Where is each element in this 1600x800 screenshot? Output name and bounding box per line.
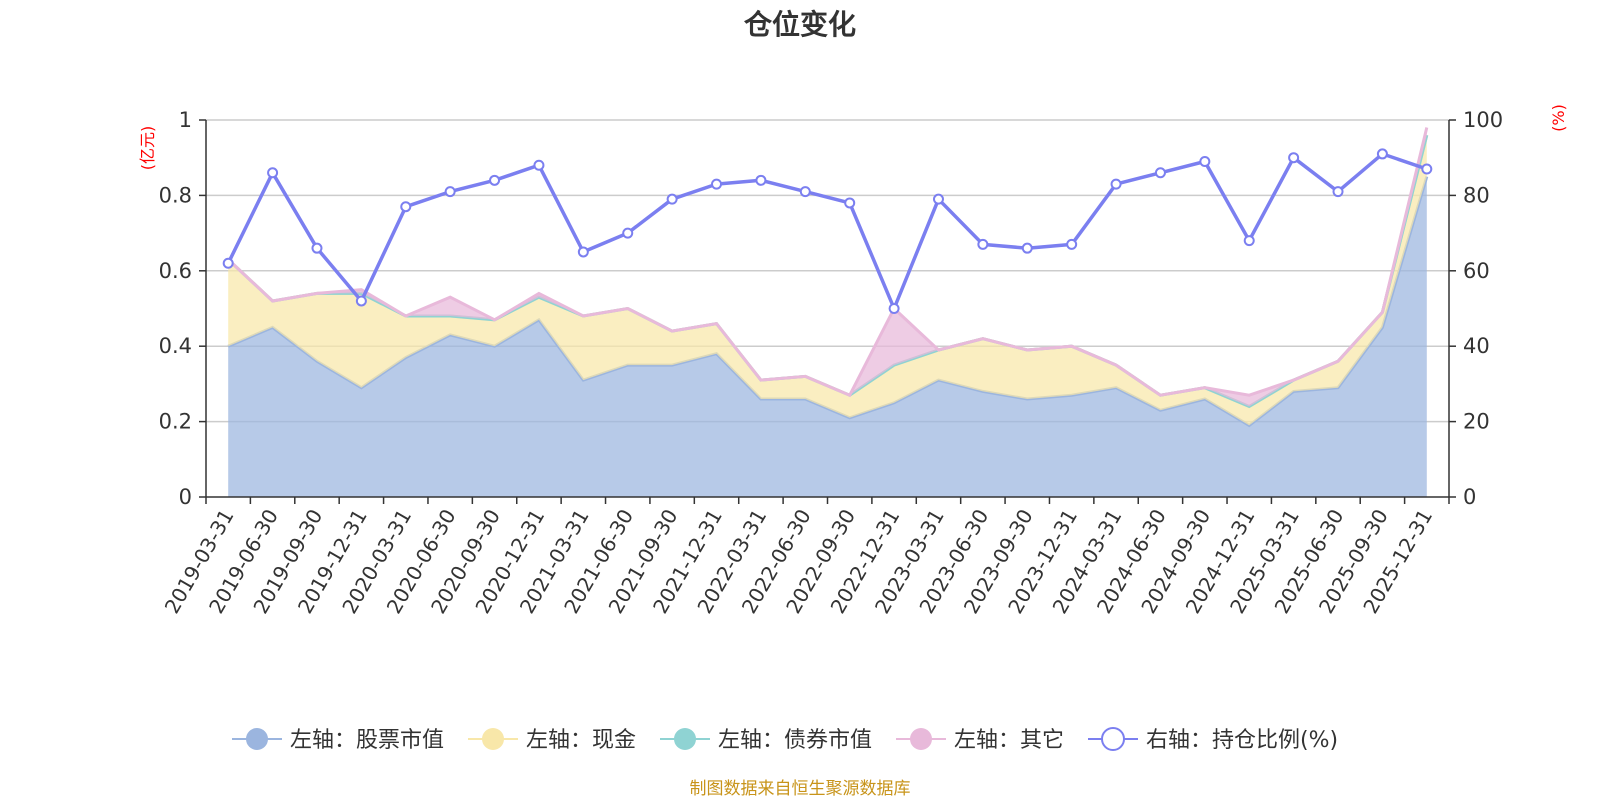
data-source-note: 制图数据来自恒生聚源数据库 <box>690 779 911 799</box>
holding-ratio-point <box>1288 152 1300 164</box>
right-axis-tick-label: 20 <box>1463 410 1490 434</box>
chart-title: 仓位变化 <box>744 8 856 41</box>
legend-ring-swatch <box>1101 727 1125 751</box>
holding-ratio-point <box>311 242 323 254</box>
holding-ratio-point <box>1199 155 1211 167</box>
holding-ratio-point <box>711 178 723 190</box>
legend-label: 左轴：现金 <box>526 728 636 753</box>
stacked-areas <box>227 127 1429 497</box>
holding-ratio-point <box>1021 242 1033 254</box>
holding-ratio-point <box>222 257 234 269</box>
legend-item[interactable]: 左轴：股票市值 <box>232 728 444 753</box>
holding-ratio-point <box>1154 167 1166 179</box>
legend-item[interactable]: 左轴：其它 <box>896 728 1064 753</box>
holding-ratio-point <box>932 193 944 205</box>
holding-ratio-point <box>400 201 412 213</box>
holding-ratio-point <box>799 186 811 198</box>
legend-dot-swatch <box>910 728 932 750</box>
holding-ratio-point <box>1421 163 1433 175</box>
right-axis-tick-label: 60 <box>1463 259 1490 283</box>
holding-ratio-point <box>1332 186 1344 198</box>
left-axis-unit: (亿元) <box>138 126 157 171</box>
holding-ratio-point <box>977 238 989 250</box>
legend-dot-swatch <box>674 728 696 750</box>
holding-ratio-point <box>844 197 856 209</box>
holding-ratio-point <box>355 295 367 307</box>
legend-item[interactable]: 右轴：持仓比例(%) <box>1088 727 1338 753</box>
legend-label: 左轴：其它 <box>954 728 1064 753</box>
holding-ratio-point <box>666 193 678 205</box>
legend-dot-swatch <box>482 728 504 750</box>
right-axis-unit: (%) <box>1549 104 1568 132</box>
legend[interactable]: 左轴：股票市值 左轴：现金 左轴：债券市值 左轴：其它 右轴：持仓比例(%) <box>232 727 1338 753</box>
holding-ratio-point <box>1376 148 1388 160</box>
right-axis-tick-label: 40 <box>1463 334 1490 358</box>
legend-item[interactable]: 左轴：现金 <box>468 728 636 753</box>
holding-ratio-point <box>577 246 589 258</box>
legend-dot-swatch <box>246 728 268 750</box>
holding-ratio-point <box>755 174 767 186</box>
legend-item[interactable]: 左轴：债券市值 <box>660 728 872 753</box>
left-axis-tick-label: 1 <box>179 108 192 132</box>
holding-ratio-point <box>1243 235 1255 247</box>
left-axis-tick-label: 0.2 <box>159 410 192 434</box>
holding-ratio-point <box>533 159 545 171</box>
holding-ratio-point <box>267 167 279 179</box>
left-axis-tick-label: 0 <box>179 485 192 509</box>
legend-label: 左轴：债券市值 <box>718 728 872 753</box>
right-axis-tick-label: 0 <box>1463 485 1476 509</box>
holding-ratio-point <box>489 174 501 186</box>
left-axis-tick-label: 0.4 <box>159 334 192 358</box>
holding-ratio-point <box>888 303 900 314</box>
left-axis-tick-label: 0.8 <box>159 183 192 207</box>
right-axis-tick-label: 100 <box>1463 108 1503 132</box>
area-series-edge <box>227 127 1429 398</box>
left-axis-tick-label: 0.6 <box>159 259 192 283</box>
holding-ratio-point <box>1110 178 1122 190</box>
holding-ratio-line <box>222 148 1433 314</box>
right-axis-tick-label: 80 <box>1463 183 1490 207</box>
holding-ratio-path <box>226 152 1428 311</box>
legend-label: 右轴：持仓比例(%) <box>1146 728 1338 753</box>
area-series <box>228 176 1427 497</box>
holding-ratio-point <box>444 186 456 198</box>
holding-ratio-point <box>1066 238 1078 250</box>
holding-ratio-point <box>622 227 634 239</box>
legend-label: 左轴：股票市值 <box>290 728 444 753</box>
